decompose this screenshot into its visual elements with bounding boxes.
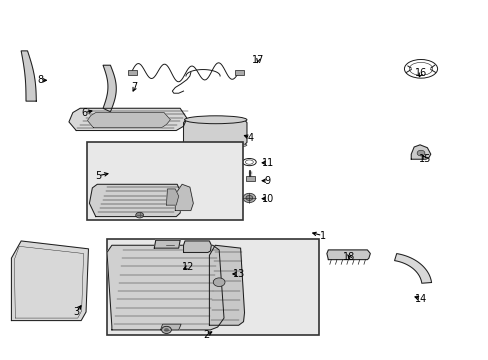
Circle shape bbox=[245, 195, 252, 201]
Text: 4: 4 bbox=[247, 133, 253, 143]
Polygon shape bbox=[410, 145, 430, 159]
Polygon shape bbox=[154, 240, 180, 248]
Text: 17: 17 bbox=[251, 55, 264, 65]
Polygon shape bbox=[183, 241, 211, 252]
Text: 13: 13 bbox=[232, 269, 244, 279]
Circle shape bbox=[243, 193, 255, 203]
Circle shape bbox=[163, 328, 168, 332]
Circle shape bbox=[416, 150, 424, 156]
Circle shape bbox=[161, 326, 171, 333]
Polygon shape bbox=[166, 189, 178, 205]
Text: 10: 10 bbox=[261, 194, 273, 204]
Polygon shape bbox=[87, 113, 170, 128]
Bar bbox=[128, 69, 137, 75]
Polygon shape bbox=[103, 65, 116, 112]
Text: 5: 5 bbox=[95, 171, 101, 181]
Bar bbox=[245, 176, 254, 181]
Ellipse shape bbox=[184, 142, 246, 148]
Polygon shape bbox=[326, 250, 369, 260]
Polygon shape bbox=[394, 253, 430, 283]
Circle shape bbox=[213, 278, 224, 287]
Text: 11: 11 bbox=[261, 158, 273, 168]
Text: 16: 16 bbox=[414, 68, 426, 78]
Text: 2: 2 bbox=[203, 330, 209, 340]
Polygon shape bbox=[209, 245, 244, 325]
Text: 7: 7 bbox=[131, 82, 138, 93]
Polygon shape bbox=[89, 184, 182, 217]
Polygon shape bbox=[21, 51, 36, 101]
Text: 18: 18 bbox=[343, 252, 355, 262]
Text: 8: 8 bbox=[38, 75, 43, 85]
Text: 6: 6 bbox=[81, 108, 87, 118]
Polygon shape bbox=[175, 184, 193, 211]
Bar bbox=[234, 70, 243, 75]
Bar bbox=[87, 142, 242, 220]
Polygon shape bbox=[107, 245, 224, 330]
Text: 14: 14 bbox=[414, 294, 426, 304]
Polygon shape bbox=[69, 108, 186, 131]
Polygon shape bbox=[11, 241, 88, 320]
Ellipse shape bbox=[184, 116, 246, 124]
Text: 15: 15 bbox=[418, 154, 430, 164]
Text: 9: 9 bbox=[264, 176, 270, 186]
Text: 3: 3 bbox=[73, 307, 79, 316]
Circle shape bbox=[136, 212, 143, 218]
Text: 12: 12 bbox=[182, 262, 194, 272]
Polygon shape bbox=[160, 324, 181, 330]
Text: 1: 1 bbox=[319, 231, 325, 240]
Bar bbox=[107, 239, 319, 335]
Polygon shape bbox=[183, 120, 246, 145]
